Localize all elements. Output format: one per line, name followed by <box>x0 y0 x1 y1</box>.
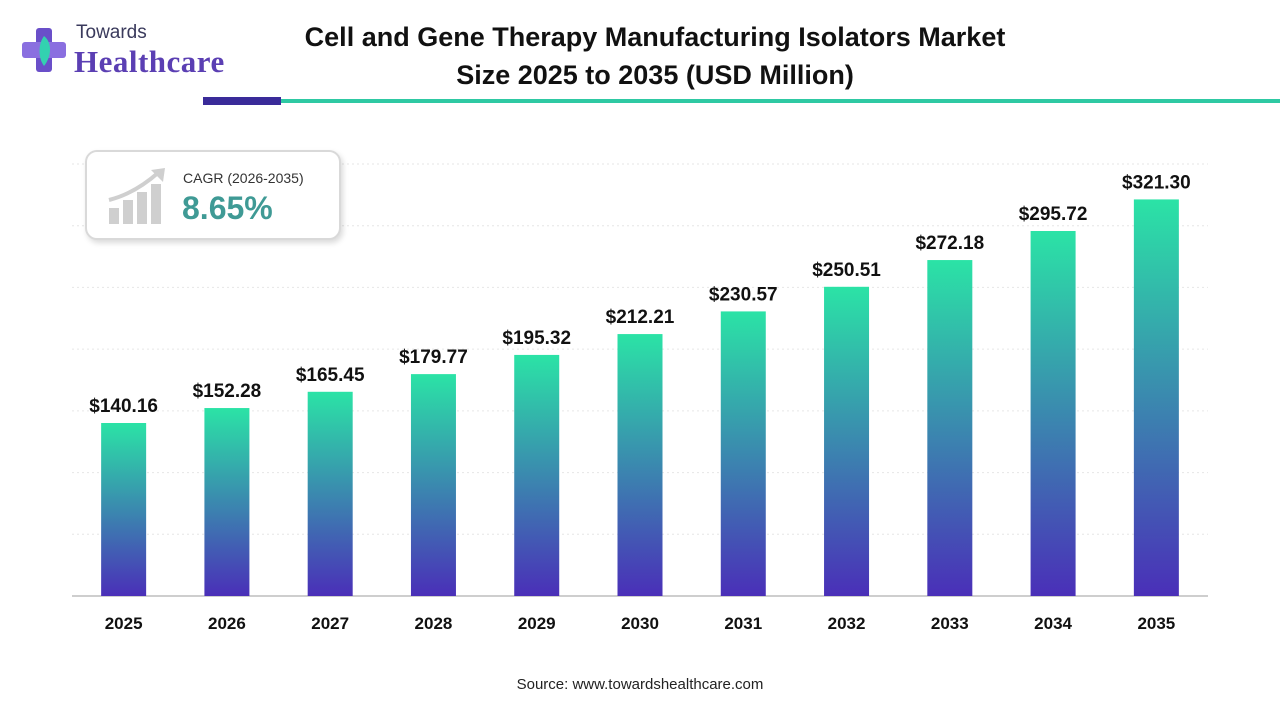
cagr-label: CAGR (2026-2035) <box>183 170 304 186</box>
bar-2029 <box>514 354 560 596</box>
chart-title-line2: Size 2025 to 2035 (USD Million) <box>456 60 854 90</box>
data-label-2027: $165.45 <box>296 365 365 386</box>
data-label-2031: $230.57 <box>709 284 778 305</box>
data-label-2026: $152.28 <box>193 381 262 402</box>
data-label-2035: $321.30 <box>1122 172 1191 193</box>
brand-logo: Towards Healthcare <box>20 20 240 90</box>
brand-name-line1: Towards <box>76 22 147 43</box>
data-label-2029: $195.32 <box>502 328 571 349</box>
bar-2033 <box>927 260 973 596</box>
brand-name-line2: Healthcare <box>74 44 225 79</box>
chart-title-line1: Cell and Gene Therapy Manufacturing Isol… <box>304 22 1006 52</box>
bar-2035 <box>1133 199 1179 596</box>
bar-2030 <box>617 334 663 596</box>
bar-2025 <box>101 423 147 596</box>
data-label-2025: $140.16 <box>89 396 158 417</box>
bar-2034 <box>1030 230 1076 597</box>
x-tick-label-2033: 2033 <box>931 614 969 633</box>
x-tick-label-2027: 2027 <box>311 614 349 633</box>
header-rule <box>281 99 1280 103</box>
data-label-2033: $272.18 <box>915 233 984 254</box>
data-label-2028: $179.77 <box>399 347 468 368</box>
data-label-2030: $212.21 <box>606 307 675 328</box>
x-tick-label-2025: 2025 <box>105 614 143 633</box>
data-label-2032: $250.51 <box>812 260 881 281</box>
bar-2026 <box>204 408 250 596</box>
plus-cross-logo-icon <box>22 28 66 72</box>
x-tick-label-2030: 2030 <box>621 614 659 633</box>
x-tick-label-2032: 2032 <box>828 614 866 633</box>
bar-2032 <box>824 286 870 596</box>
cagr-callout: CAGR (2026-2035) 8.65% <box>85 150 341 240</box>
data-label-2034: $295.72 <box>1019 204 1088 225</box>
x-tick-label-2028: 2028 <box>415 614 453 633</box>
x-tick-label-2034: 2034 <box>1034 614 1072 633</box>
source-note: Source: www.towardshealthcare.com <box>516 676 764 693</box>
bar-2028 <box>410 374 456 596</box>
bar-2031 <box>720 311 766 596</box>
x-tick-label-2029: 2029 <box>518 614 556 633</box>
x-tick-label-2031: 2031 <box>724 614 762 633</box>
header-accent-rule <box>203 97 281 105</box>
chart-title: Cell and Gene Therapy Manufacturing Isol… <box>300 18 1010 94</box>
rising-bar-chart-icon <box>108 168 165 224</box>
x-tick-label-2026: 2026 <box>208 614 246 633</box>
x-tick-label-2035: 2035 <box>1137 614 1175 633</box>
bar-2027 <box>307 391 353 596</box>
cagr-value: 8.65% <box>182 190 273 226</box>
